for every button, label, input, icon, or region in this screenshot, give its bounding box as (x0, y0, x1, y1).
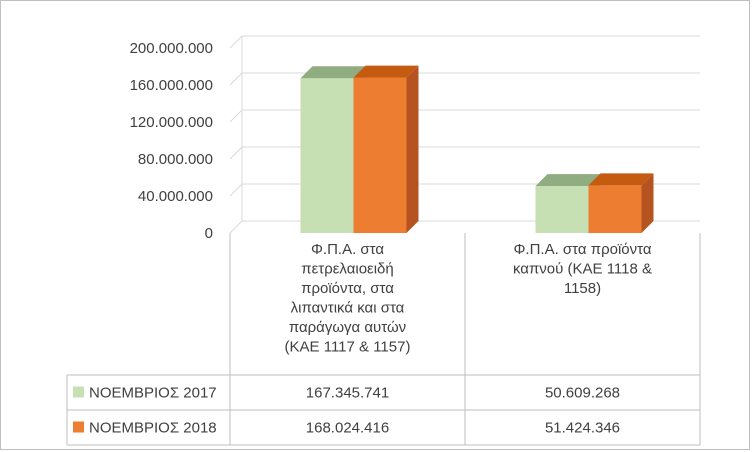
legend-label: ΝΟΕΜΒΡΙΟΣ 2017 (89, 385, 217, 402)
y-tick-label: 120.000.000 (130, 114, 213, 131)
bar-top (535, 174, 601, 187)
bar (353, 65, 419, 233)
category-label: Φ.Π.Α. στα πετρελαιοειδή προϊόντα, στα λιπα… (285, 241, 411, 356)
bar-top (300, 66, 366, 79)
y-tick-label: 200.000.000 (130, 40, 213, 57)
data-table-value: 51.424.346 (545, 420, 620, 437)
legend-swatch (73, 386, 84, 398)
data-table-value: 168.024.416 (306, 420, 389, 437)
y-tick-label: 0 (205, 225, 213, 242)
bar-side (406, 65, 419, 233)
bar-side (641, 173, 654, 233)
category-label: Φ.Π.Α. στα προϊόντα καπνού (ΚΑΕ 1118 & 115… (513, 241, 652, 297)
y-tick-label: 160.000.000 (130, 77, 213, 94)
bar-top (353, 65, 419, 78)
bar-front (353, 77, 407, 233)
legend-label: ΝΟΕΜΒΡΙΟΣ 2018 (89, 420, 217, 437)
bar-front (588, 185, 642, 233)
data-table-value: 167.345.741 (306, 385, 389, 402)
data-table-value: 50.609.268 (545, 385, 620, 402)
bar (588, 173, 654, 233)
gridline (229, 35, 700, 49)
y-tick-label: 40.000.000 (138, 188, 213, 205)
bar-front (300, 78, 354, 233)
legend-swatch (73, 421, 84, 433)
bar-front (535, 186, 589, 233)
y-tick-label: 80.000.000 (138, 151, 213, 168)
bar-top (588, 173, 654, 186)
